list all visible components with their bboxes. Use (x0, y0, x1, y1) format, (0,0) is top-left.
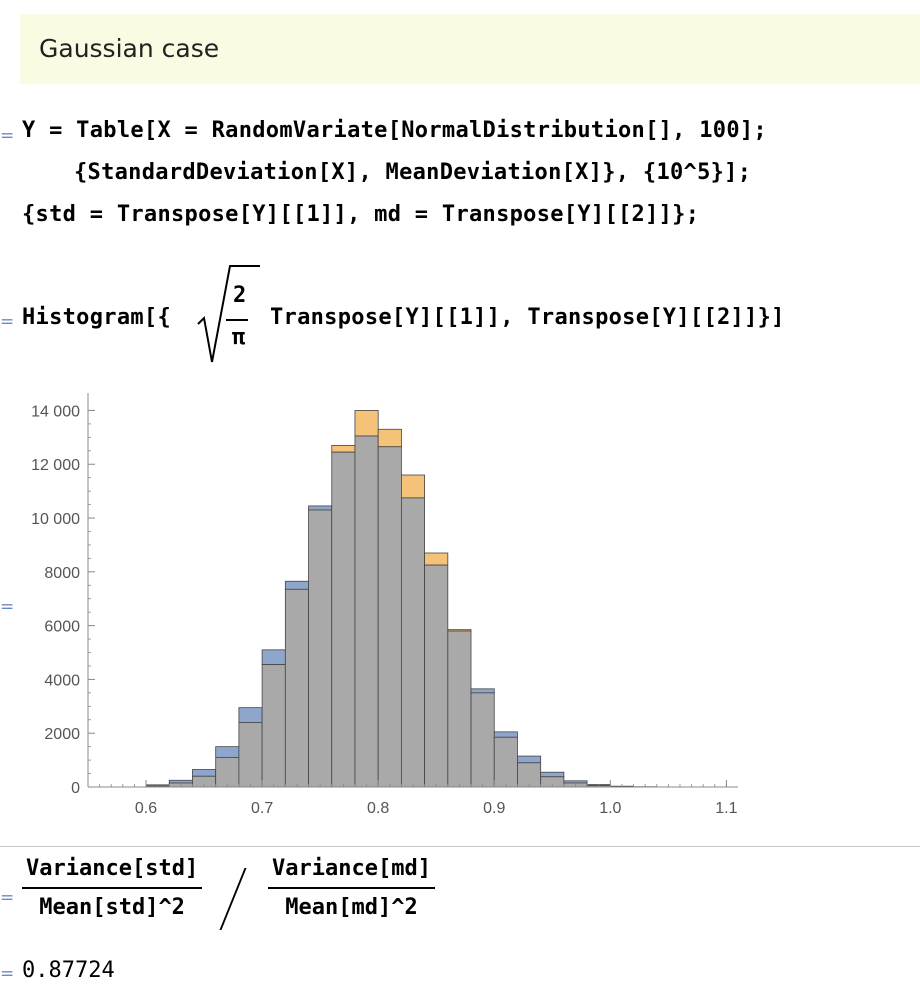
histogram-bar-excess (331, 445, 356, 453)
y-tick-label: 8000 (44, 565, 80, 582)
histogram-bar (354, 435, 379, 788)
histogram-bar-excess (540, 771, 565, 778)
input-line-2[interactable]: {StandardDeviation[X], MeanDeviation[X]}… (74, 160, 752, 185)
histogram-bar (470, 692, 495, 788)
input-line-1[interactable]: Y = Table[X = RandomVariate[NormalDistri… (22, 118, 767, 143)
cell-separator (0, 846, 920, 847)
sqrt-sign (197, 265, 260, 363)
histogram-head: Histogram[{ (22, 305, 171, 330)
histogram-bar (238, 722, 263, 788)
histogram-bar (215, 757, 240, 788)
cell-bracket[interactable]: = (0, 597, 15, 617)
sqrt-numerator: 2 (233, 283, 247, 308)
histogram-bar-excess (238, 707, 263, 723)
fraction-1: Variance[std] Mean[std]^2 (22, 856, 203, 920)
bars-layer (145, 410, 658, 788)
denominator-2: Mean[md]^2 (285, 895, 418, 920)
cell-bracket[interactable]: = (0, 312, 15, 332)
histogram-bar (493, 736, 518, 788)
histogram-chart: 0.6 0.7 0.8 0.9 1.0 1.1 0 2000 4000 6000 8000 10 00… (31, 393, 738, 817)
cell-bracket[interactable]: = (0, 888, 15, 908)
axes-layer: 0.6 0.7 0.8 0.9 1.0 1.1 0 2000 4000 6000 8000 10 00… (31, 393, 738, 817)
histogram-bar-excess (493, 731, 518, 738)
fraction-2: Variance[md] Mean[md]^2 (268, 856, 435, 920)
histogram-args: Transpose[Y][[1]], Transpose[Y][[2]]}] (270, 305, 785, 330)
x-tick-label: 0.9 (483, 800, 505, 817)
output-value: 0.87724 (22, 958, 115, 983)
histogram-bar-excess (261, 649, 286, 666)
histogram-bar-excess (377, 428, 402, 448)
x-tick-label: 0.8 (367, 800, 389, 817)
y-tick-label: 6000 (44, 619, 80, 636)
histogram-bar-excess (517, 755, 542, 764)
cell-bracket[interactable]: = (0, 126, 15, 146)
histogram-bar (308, 509, 333, 788)
y-tick-label: 4000 (44, 672, 80, 689)
histogram-bar (284, 588, 309, 788)
histogram-bar-excess (354, 410, 379, 437)
histogram-bar (331, 451, 356, 788)
histogram-bar (377, 446, 402, 788)
x-tick-label: 1.1 (715, 800, 737, 817)
histogram-bar-excess (168, 779, 193, 784)
y-tick-label: 12 000 (31, 457, 80, 474)
denominator-1: Mean[std]^2 (39, 895, 185, 920)
histogram-bar (261, 664, 286, 788)
x-tick-label: 0.7 (251, 800, 273, 817)
y-tick-label: 0 (71, 780, 80, 797)
y-tick-label: 14 000 (31, 403, 80, 420)
histogram-bar-excess (400, 474, 426, 499)
division-slash (219, 868, 247, 930)
histogram-bar-excess (424, 552, 449, 566)
numerator-2: Variance[md] (268, 856, 435, 889)
numerator-1: Variance[std] (22, 856, 203, 889)
y-tick-label: 2000 (44, 726, 80, 743)
cell-bracket[interactable]: = (0, 964, 15, 984)
histogram-bar (424, 564, 449, 788)
sqrt-denominator: π (232, 325, 246, 350)
histogram-bar-excess (308, 505, 333, 511)
text-cell[interactable]: Gaussian case (20, 14, 920, 84)
x-tick-label: 1.0 (599, 800, 621, 817)
histogram-bar (447, 630, 472, 788)
histogram-bar (517, 762, 542, 788)
input-line-3[interactable]: {std = Transpose[Y][[1]], md = Transpose… (22, 202, 700, 227)
histogram-bar (400, 497, 426, 788)
histogram-bar-excess (215, 746, 240, 758)
y-tick-label: 10 000 (31, 511, 80, 528)
histogram-bar-excess (284, 580, 309, 590)
histogram-bar-excess (470, 688, 495, 694)
histogram-bar-excess (192, 769, 217, 777)
x-tick-label: 0.6 (135, 800, 157, 817)
text-cell-title: Gaussian case (39, 34, 220, 63)
